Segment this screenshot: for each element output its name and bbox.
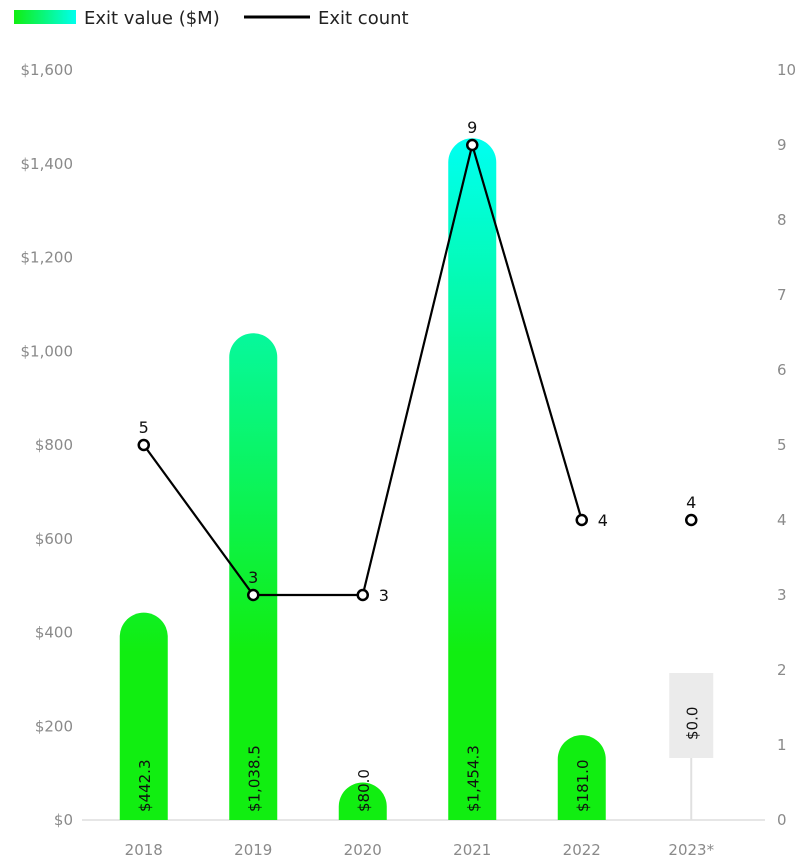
x-tick-label: 2020 [344,841,382,859]
bar-value-label: $0.0 [683,707,701,740]
bar-labels: $442.3 $1,038.5 $80.0 $1,454.3 $181.0 $0.0 [136,707,702,812]
line-path [142,140,583,597]
right-tick-label: 6 [777,361,787,379]
right-tick-label: 9 [777,136,787,154]
bar-value-label: $181.0 [574,760,592,813]
x-tick-label: 2018 [125,841,163,859]
line-point [685,513,698,527]
line-point [575,513,588,527]
right-tick-label: 0 [777,811,787,829]
right-tick-label: 2 [777,661,787,679]
legend-label-exit-value: Exit value ($M) [84,8,220,29]
left-tick-label: $600 [35,530,73,548]
bar-value-label: $1,038.5 [245,745,263,812]
bar [119,612,168,820]
bar-value-label: $80.0 [355,769,373,812]
left-tick-label: $1,000 [21,342,74,360]
left-tick-label: $0 [54,811,73,829]
left-tick-label: $1,400 [21,155,74,173]
left-tick-label: $400 [35,624,73,642]
legend-swatch-exit-value [14,10,76,24]
right-tick-label: 1 [777,736,787,754]
left-axis: $0 $200 $400 $600 $800 $1,000 $1,200 $1,400 $1,6… [21,61,74,829]
line-point [247,588,260,602]
bar [448,138,497,820]
right-axis: 0 1 2 3 4 5 6 7 8 9 10 [777,61,796,829]
legend: Exit value ($M) Exit count [14,8,409,29]
line-point-label: 3 [379,586,389,605]
left-tick-label: $200 [35,717,73,735]
right-tick-label: 8 [777,211,787,229]
line-point-label: 9 [467,118,477,137]
x-tick-label: 2023* [668,841,714,859]
line-point-label: 4 [598,511,608,530]
line-point-label: 4 [686,493,696,512]
legend-label-exit-count: Exit count [318,8,409,29]
right-tick-label: 7 [777,286,787,304]
line-series-exit-count: 5 3 3 9 4 4 [137,118,698,605]
line-point [356,588,369,602]
line-point-label: 3 [248,568,258,587]
line-point [466,138,479,152]
x-axis: 2018 2019 2020 2021 2022 2023* [125,841,715,859]
x-tick-label: 2022 [563,841,601,859]
left-tick-label: $800 [35,436,73,454]
right-tick-label: 4 [777,511,787,529]
right-tick-label: 3 [777,586,787,604]
bar [557,735,606,820]
line-point-label: 5 [139,418,149,437]
x-tick-label: 2019 [234,841,272,859]
bar [338,782,387,820]
left-tick-label: $1,200 [21,249,74,267]
left-tick-label: $1,600 [21,61,74,79]
bar [229,333,278,820]
right-tick-label: 10 [777,61,796,79]
bar-value-label: $442.3 [136,760,154,813]
x-tick-label: 2021 [453,841,491,859]
right-tick-label: 5 [777,436,787,454]
bar-zero-placeholder [669,673,714,758]
line-point [137,438,150,452]
bar-series-exit-value [119,138,714,820]
bar-value-label: $1,454.3 [464,745,482,812]
